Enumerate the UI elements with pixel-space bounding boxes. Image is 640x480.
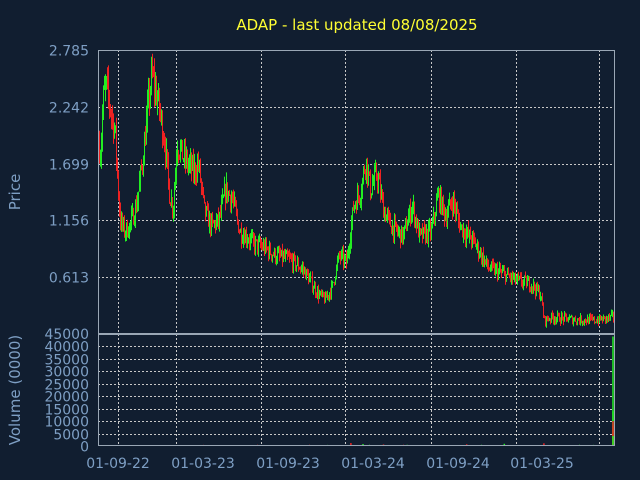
price-tick-label: 2.242 [49, 101, 89, 117]
price-plot-area [98, 50, 615, 334]
volume-tick-label: 45000 [44, 327, 89, 343]
price-panel: 2.785 2.242 1.699 1.156 0.613 Price [6, 44, 615, 334]
price-tick-labels: 2.785 2.242 1.699 1.156 0.613 [49, 44, 89, 287]
price-tick-label: 1.156 [49, 214, 89, 230]
volume-tick-labels: 4500040000350003000025000200001500010000… [44, 327, 89, 456]
volume-tick-label: 10000 [44, 415, 89, 431]
volume-tick-label: 25000 [44, 378, 89, 394]
price-tick-label: 2.785 [49, 44, 89, 60]
chart-title: ADAP - last updated 08/08/2025 [236, 16, 477, 34]
date-tick-labels: 01-09-22 01-03-23 01-09-23 01-03-24 01-09-24… [86, 456, 574, 472]
date-tick-label: 01-03-23 [171, 456, 235, 472]
price-tick-label: 1.699 [49, 158, 89, 174]
date-tick-label: 01-09-22 [86, 456, 150, 472]
volume-panel: 4500040000350003000025000200001500010000… [6, 327, 615, 456]
price-candles [99, 53, 615, 328]
volume-tick-label: 20000 [44, 390, 89, 406]
date-tick-label: 01-03-25 [510, 456, 574, 472]
volume-tick-label: 30000 [44, 365, 89, 381]
price-gridlines [98, 50, 615, 334]
volume-tick-label: 5000 [53, 428, 89, 444]
price-axis-label: Price [6, 174, 24, 211]
date-tick-label: 01-09-24 [426, 456, 490, 472]
volume-axis-label: Volume (0000) [6, 335, 24, 445]
volume-tick-label: 40000 [44, 340, 89, 356]
volume-tick-label: 0 [80, 440, 89, 456]
price-tick-label: 0.613 [49, 271, 89, 287]
price-frame [98, 50, 615, 334]
volume-tick-label: 35000 [44, 353, 89, 369]
date-tick-label: 01-09-23 [256, 456, 320, 472]
volume-gridlines [98, 334, 615, 446]
volume-tick-label: 15000 [44, 403, 89, 419]
volume-plot-area [98, 334, 615, 446]
volume-frame [98, 334, 615, 446]
date-tick-label: 01-03-24 [341, 456, 405, 472]
